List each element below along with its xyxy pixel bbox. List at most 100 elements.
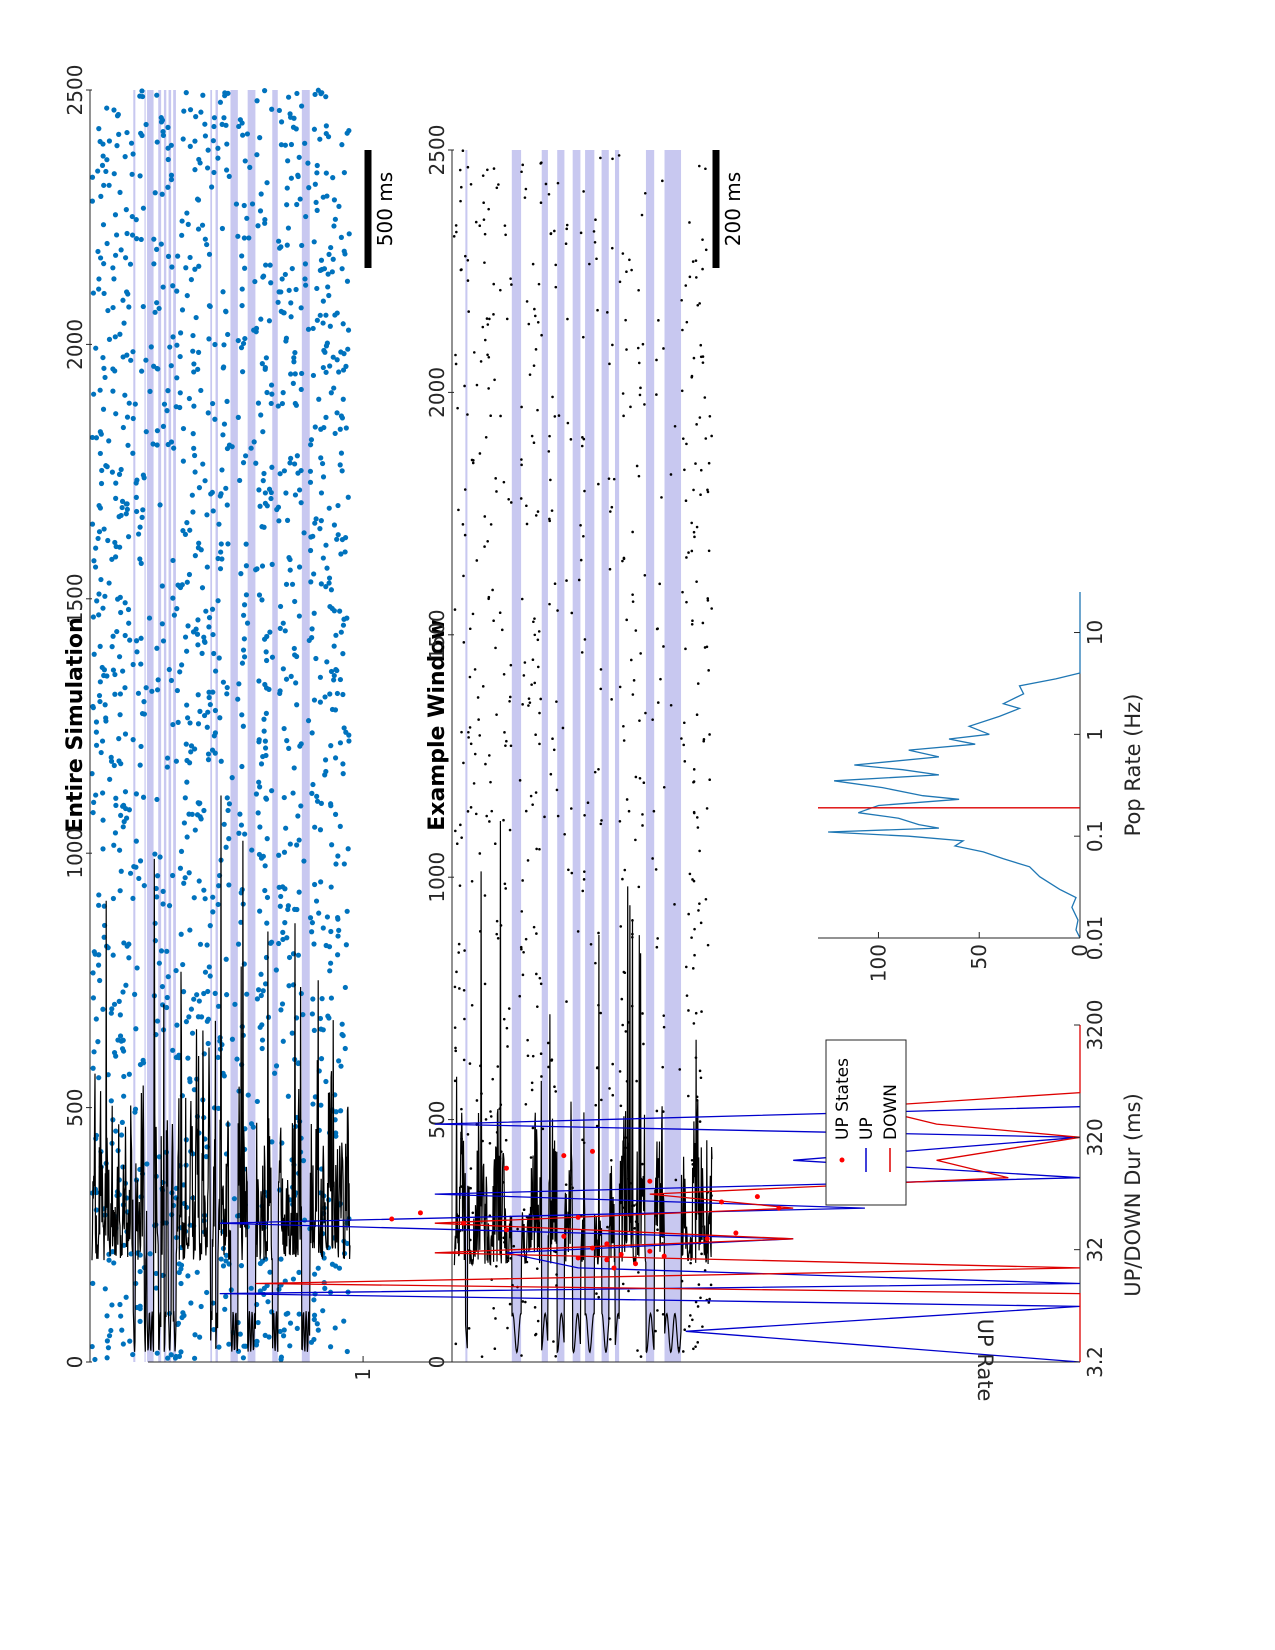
spike-1317 [134, 965, 140, 971]
spike-1129 [132, 1106, 139, 1112]
spike-1390 [323, 130, 329, 137]
spike-1280 [344, 615, 350, 621]
spike-214 [290, 790, 296, 796]
spike-1465 [195, 349, 202, 355]
spike-80 [503, 731, 506, 734]
spike-480 [606, 311, 609, 314]
spike-778 [299, 103, 305, 109]
spike-124 [484, 762, 487, 766]
spike-81 [201, 807, 207, 814]
spike-1174 [154, 796, 160, 803]
spike-495 [493, 1347, 497, 1351]
spike-121 [329, 842, 335, 848]
up-state-point-3 [575, 1255, 581, 1261]
spike-354 [641, 1162, 644, 1166]
spike-43 [528, 373, 532, 376]
spike-668 [244, 131, 251, 137]
spike-273 [338, 234, 344, 240]
spike-353 [242, 335, 248, 342]
spike-290 [160, 284, 166, 290]
spike-1025 [310, 325, 316, 332]
spike-273 [565, 227, 569, 231]
spike-1074 [334, 536, 340, 542]
ytick-label-1: 2000 [425, 367, 449, 418]
spike-297 [241, 602, 248, 608]
spike-327 [462, 988, 466, 992]
spike-720 [130, 737, 136, 743]
spike-497 [197, 708, 203, 714]
spike-1205 [263, 710, 269, 716]
spike-216 [294, 201, 300, 208]
spike-358 [284, 517, 291, 523]
spike-449 [313, 655, 319, 662]
spike-622 [546, 1041, 550, 1045]
spike-204 [210, 631, 216, 638]
ytick-label-3: 1000 [425, 852, 449, 903]
spike-830 [336, 1265, 343, 1271]
spike-780 [133, 791, 139, 797]
spike-627 [327, 968, 333, 974]
spike-1499 [226, 801, 233, 807]
spike-1383 [282, 920, 288, 926]
spike-455 [294, 842, 300, 848]
spike-1209 [238, 1263, 245, 1269]
spike-441 [332, 216, 338, 222]
spike-568 [99, 467, 105, 474]
spike-956 [174, 1022, 180, 1028]
spike-269 [181, 820, 187, 826]
spike-80 [238, 919, 244, 925]
spike-57 [462, 1058, 466, 1062]
spike-1186 [237, 117, 243, 123]
spike-108 [636, 346, 640, 350]
spike-1415 [346, 738, 352, 744]
spike-14 [210, 400, 216, 407]
spike-1379 [126, 400, 132, 406]
spike-203 [509, 277, 512, 280]
spike-429 [113, 1053, 119, 1059]
spike-469 [469, 742, 473, 746]
spike-615 [180, 528, 186, 534]
spike-303 [109, 1006, 115, 1012]
spike-804 [292, 906, 298, 912]
spike-339 [706, 488, 709, 492]
spike-1440 [152, 190, 158, 196]
spike-123 [502, 672, 506, 676]
spike-624 [687, 912, 690, 916]
spike-827 [314, 793, 320, 799]
spike-1427 [224, 445, 231, 452]
spike-756 [158, 241, 164, 247]
spike-212 [317, 827, 324, 833]
spike-9 [487, 387, 490, 390]
spike-6 [637, 474, 641, 478]
spike-360 [609, 510, 612, 513]
spike-62 [463, 488, 467, 491]
spike-668 [494, 477, 497, 480]
up-state-point-1 [633, 1261, 639, 1267]
spike-536 [582, 437, 586, 441]
spike-1274 [312, 91, 318, 98]
spike-458 [690, 936, 693, 939]
spike-1050 [329, 269, 335, 275]
spike-692 [226, 173, 232, 180]
spike-1170 [90, 614, 96, 620]
spike-1117 [331, 522, 338, 528]
spike-386 [254, 1301, 260, 1308]
spike-905 [323, 942, 329, 949]
spike-254 [453, 608, 457, 611]
spike-317 [523, 196, 527, 199]
spike-1340 [247, 164, 253, 170]
spike-542 [173, 967, 179, 974]
spike-1145 [218, 541, 224, 547]
spike-404 [215, 1054, 221, 1061]
spike-96 [281, 1327, 287, 1333]
spike-529 [561, 726, 565, 730]
spike-548 [242, 831, 248, 837]
spike-32 [141, 698, 147, 705]
spike-106 [535, 847, 538, 851]
spike-344 [310, 1101, 316, 1107]
spike-1169 [187, 143, 193, 149]
spike-538 [455, 230, 458, 234]
spike-1325 [139, 132, 145, 139]
spike-1126 [116, 654, 123, 660]
spike-1359 [241, 202, 247, 209]
